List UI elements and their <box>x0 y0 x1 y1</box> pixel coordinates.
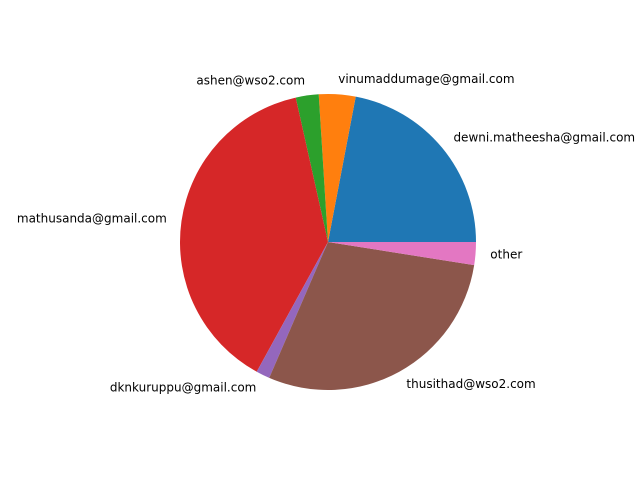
pie-slice-label-2: ashen@wso2.com <box>196 73 305 87</box>
pie-slice-0 <box>328 96 477 242</box>
pie-slice-label-4: dknkuruppu@gmail.com <box>110 381 257 395</box>
pie-slice-5 <box>269 242 475 391</box>
pie-slice-label-5: thusithad@wso2.com <box>406 377 535 391</box>
pie-labels: dewni.matheesha@gmail.com vinumaddumage@g… <box>17 72 635 395</box>
pie-slice-1 <box>318 94 356 243</box>
pie-slices <box>179 94 477 391</box>
pie-slice-label-6: other <box>490 247 522 261</box>
pie-slice-6 <box>328 242 476 266</box>
pie-slice-2 <box>295 94 328 242</box>
pie-slice-label-0: dewni.matheesha@gmail.com <box>453 131 635 145</box>
pie-slice-3 <box>179 97 328 372</box>
pie-slice-label-1: vinumaddumage@gmail.com <box>338 72 514 86</box>
pie-slice-4 <box>256 242 328 378</box>
pie-slice-label-3: mathusanda@gmail.com <box>17 212 167 226</box>
